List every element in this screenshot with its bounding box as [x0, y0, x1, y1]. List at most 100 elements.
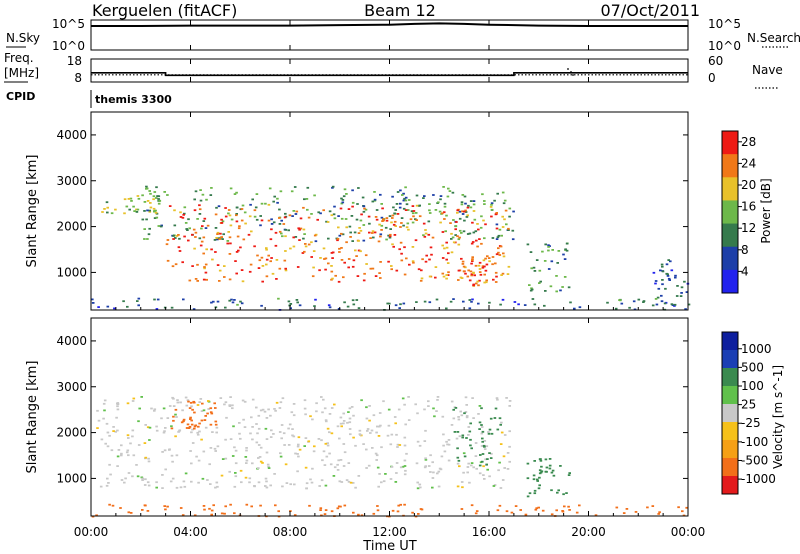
echo-cell [173, 209, 176, 211]
echo-cell [459, 230, 462, 232]
echo-cell [662, 271, 665, 273]
echo-cell [121, 479, 124, 481]
freq-left-label-top: Freq. [4, 51, 34, 65]
echo-cell [329, 413, 332, 415]
echo-cell [469, 307, 472, 309]
echo-cell [464, 203, 467, 205]
echo-cell [512, 230, 515, 232]
echo-cell [375, 216, 378, 218]
echo-cell [251, 426, 254, 428]
echo-cell [441, 456, 444, 458]
echo-cell [208, 463, 211, 465]
echo-cell [153, 410, 156, 412]
echo-cell [191, 409, 194, 411]
echo-cell [199, 208, 202, 210]
echo-cell [476, 510, 479, 512]
echo-cell [337, 215, 340, 217]
echo-cell [223, 276, 226, 278]
echo-cell [348, 208, 351, 210]
echo-cell [269, 415, 272, 417]
echo-cell [283, 432, 286, 434]
echo-cell [337, 425, 340, 427]
echo-cell [435, 410, 438, 412]
echo-cell [229, 243, 232, 245]
colorbar-segment [722, 332, 738, 351]
echo-cell [548, 268, 551, 270]
echo-cell [288, 301, 291, 303]
echo-cell [514, 301, 517, 303]
echo-cell [435, 266, 438, 268]
echo-cell [568, 509, 571, 511]
colorbar-segment [722, 200, 738, 224]
echo-cell [181, 409, 184, 411]
echo-cell [333, 213, 336, 215]
echo-cell [349, 421, 352, 423]
echo-cell [566, 243, 569, 245]
echo-cell [400, 253, 403, 255]
echo-cell [543, 305, 546, 307]
echo-cell [483, 274, 486, 276]
echo-cell [195, 190, 198, 192]
echo-cell [255, 207, 258, 209]
echo-cell [338, 251, 341, 253]
echo-cell [408, 199, 411, 201]
echo-cell [358, 307, 361, 309]
echo-cell [228, 300, 231, 302]
beam-title: Beam 12 [364, 1, 436, 20]
echo-cell [111, 449, 114, 451]
echo-cell [357, 187, 360, 189]
echo-cell [211, 510, 214, 512]
echo-cell [500, 443, 503, 445]
echo-cell [228, 471, 231, 473]
echo-cell [393, 213, 396, 215]
echo-cell [498, 235, 501, 237]
echo-cell [397, 213, 400, 215]
echo-cell [166, 506, 169, 508]
echo-cell [223, 265, 226, 267]
echo-cell [305, 487, 308, 489]
echo-cell [469, 431, 472, 433]
echo-cell [623, 512, 626, 514]
echo-cell [667, 259, 670, 261]
echo-cell [212, 504, 215, 506]
echo-cell [496, 224, 499, 226]
echo-cell [373, 513, 376, 515]
echo-cell [280, 401, 283, 403]
echo-cell [101, 439, 104, 441]
echo-cell [423, 409, 426, 411]
echo-cell [429, 301, 432, 303]
echo-cell [174, 435, 177, 437]
echo-cell [559, 465, 562, 467]
echo-cell [473, 204, 476, 206]
echo-cell [568, 474, 571, 476]
echo-cell [412, 262, 415, 264]
echo-cell [289, 248, 292, 250]
echo-cell [146, 238, 149, 240]
echo-cell [159, 200, 162, 202]
echo-cell [400, 222, 403, 224]
echo-cell [327, 221, 330, 223]
colorbar-tick-label: 8 [741, 243, 749, 257]
echo-cell [442, 231, 445, 233]
echo-cell [306, 198, 309, 200]
echo-cell [445, 215, 448, 217]
echo-cell [447, 196, 450, 198]
echo-cell [268, 204, 271, 206]
colorbar-segment [722, 350, 738, 369]
echo-cell [456, 438, 459, 440]
echo-cell [242, 205, 245, 207]
echo-cell [235, 450, 238, 452]
echo-cell [463, 211, 466, 213]
echo-cell [128, 511, 131, 513]
echo-cell [425, 255, 428, 257]
echo-cell [229, 405, 232, 407]
echo-cell [340, 417, 343, 419]
nave-glitch-mark [567, 68, 569, 70]
echo-cell [500, 235, 503, 237]
echo-cell [296, 302, 299, 304]
echo-cell [217, 445, 220, 447]
echo-cell [315, 240, 318, 242]
echo-cell [292, 237, 295, 239]
echo-cell [447, 188, 450, 190]
echo-cell [137, 304, 140, 306]
